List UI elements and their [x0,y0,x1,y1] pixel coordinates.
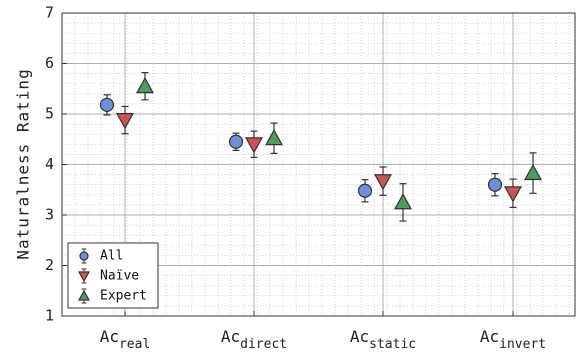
x-tick-label-sub: invert [499,337,546,352]
x-tick-label-main: Ac [221,327,240,346]
data-point [503,186,523,203]
data-series [99,71,543,222]
y-tick-label: 5 [45,105,54,123]
legend-marker [79,251,89,261]
data-point [99,97,115,113]
y-tick-label: 1 [45,307,54,325]
x-tick-label: Acdirect [221,327,287,352]
legend-marker [77,289,91,301]
category-labels: Acreal Acdirect Acstatic Acinvert [100,311,546,352]
data-point [264,129,284,146]
y-tick-label: 4 [45,155,54,173]
data-point [487,177,503,192]
x-tick-label: Acinvert [480,327,546,352]
data-point [523,163,543,181]
x-tick-label-sub: real [119,337,150,352]
legend: All Naïve Expert [67,242,159,309]
data-point [373,174,393,191]
series-all [99,94,503,203]
data-point [244,137,264,154]
legend-label: All [100,249,123,264]
legend-marker [77,271,91,283]
x-tick-label-main: Ac [350,327,369,346]
data-point [115,113,135,130]
x-tick-label-main: Ac [100,327,119,346]
legend-label: Expert [100,289,147,304]
data-point [357,183,373,198]
y-tick-label: 6 [45,54,54,72]
x-tick-label: Acstatic [350,327,416,352]
data-point [228,134,244,149]
y-axis-label: Naturalness Rating [14,68,33,259]
tick-labels: 1 2 3 4 5 6 7 [45,4,67,325]
x-tick-label-main: Ac [480,327,499,346]
series-expert [135,71,543,222]
y-tick-label: 3 [45,206,54,224]
y-tick-label: 2 [45,256,54,274]
x-tick-label-sub: direct [240,337,287,352]
legend-label: Naïve [100,269,139,284]
series-nave [115,105,523,209]
data-point [393,193,413,210]
y-tick-label: 7 [45,4,54,22]
x-tick-label-sub: static [369,337,416,352]
data-point [135,76,155,94]
x-tick-label: Acreal [100,327,151,352]
